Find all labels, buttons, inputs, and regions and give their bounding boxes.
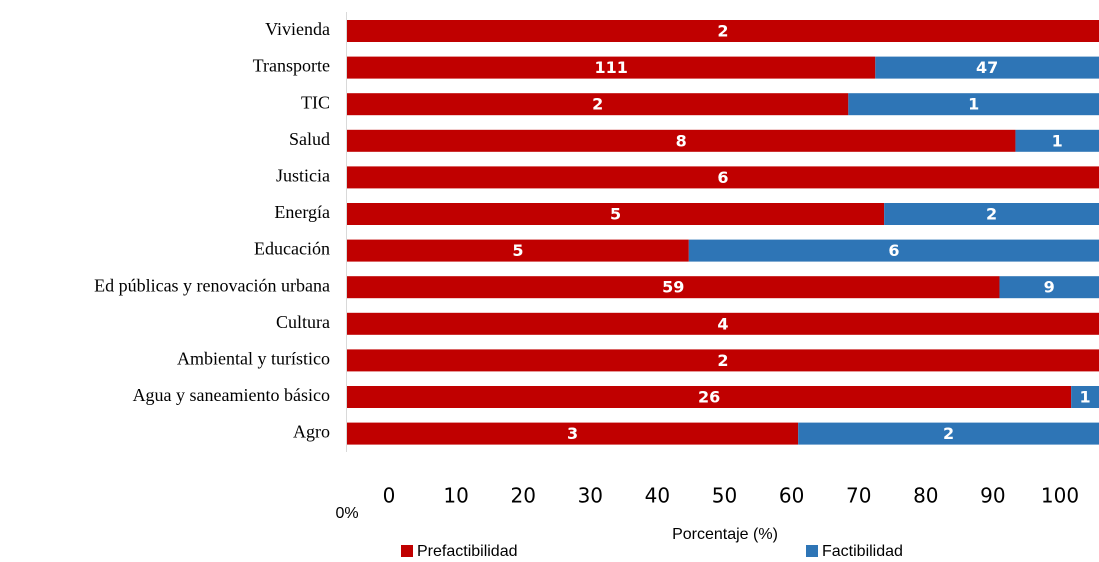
bar-segment xyxy=(875,56,1099,79)
legend-swatch xyxy=(806,545,818,557)
bar-segment xyxy=(347,422,799,445)
bar-segment xyxy=(347,203,885,225)
x-tick-label: 10 xyxy=(443,484,468,508)
bar-segment xyxy=(347,20,1099,42)
category-label: Vivienda xyxy=(265,19,330,39)
data-label: 1 xyxy=(968,95,979,114)
category-label: Justicia xyxy=(276,166,330,186)
bar-segment xyxy=(347,56,876,79)
legend-label: Prefactibilidad xyxy=(417,543,518,560)
x-tick-label: 100 xyxy=(1041,484,1079,508)
bar-segment xyxy=(347,166,1099,189)
data-label: 5 xyxy=(610,205,621,224)
bar-segment xyxy=(884,203,1099,225)
data-label: 6 xyxy=(888,241,899,260)
category-label: Cultura xyxy=(276,312,330,332)
bar-segment xyxy=(347,312,1099,335)
data-label: 5 xyxy=(512,241,523,260)
data-label: 2 xyxy=(943,424,954,443)
bar-segment xyxy=(347,93,849,116)
x-tick-label: 0 xyxy=(383,484,396,508)
category-label: Ambiental y turístico xyxy=(177,349,330,369)
category-label: Energía xyxy=(274,202,330,222)
x-tick-label: 90 xyxy=(980,484,1005,508)
bar-segment xyxy=(347,239,689,262)
data-label: 1 xyxy=(1052,131,1063,150)
bar-segment xyxy=(347,386,1072,408)
data-label: 3 xyxy=(567,424,578,443)
legend-label: Factibilidad xyxy=(822,543,903,560)
category-label: Educación xyxy=(254,239,330,259)
data-label: 2 xyxy=(717,351,728,370)
bar-segment xyxy=(347,349,1099,372)
x-tick-label: 50 xyxy=(712,484,737,508)
data-label: 4 xyxy=(717,314,728,333)
bar-segment xyxy=(1071,386,1099,408)
data-label: 2 xyxy=(986,205,997,224)
x-tick-label: 60 xyxy=(779,484,804,508)
bar-segment xyxy=(688,239,1099,262)
category-label: Salud xyxy=(289,129,330,149)
data-label: 2 xyxy=(717,22,728,41)
category-label: Ed públicas y renovación urbana xyxy=(94,275,330,295)
x-tick-label: 30 xyxy=(578,484,603,508)
data-label: 59 xyxy=(662,278,684,297)
category-label: Transporte xyxy=(253,56,330,76)
bar-segment xyxy=(848,93,1099,116)
data-label: 6 xyxy=(717,168,728,187)
legend-swatch xyxy=(401,545,413,557)
category-label: TIC xyxy=(301,92,330,112)
bar-segment xyxy=(347,129,1016,152)
bar-segment xyxy=(1015,129,1099,152)
data-label: 8 xyxy=(676,131,687,150)
data-label: 2 xyxy=(592,95,603,114)
x-tick-label: 0% xyxy=(335,505,358,522)
category-label: Agro xyxy=(293,422,330,442)
x-tick-label: 80 xyxy=(913,484,938,508)
x-axis-title: Porcentaje (%) xyxy=(672,526,778,543)
data-label: 1 xyxy=(1080,388,1091,407)
x-tick-label: 70 xyxy=(846,484,871,508)
x-tick-label: 40 xyxy=(645,484,670,508)
data-label: 47 xyxy=(976,58,998,77)
data-label: 111 xyxy=(594,58,627,77)
x-tick-label: 20 xyxy=(510,484,535,508)
data-label: 26 xyxy=(698,388,720,407)
category-label: Agua y saneamiento básico xyxy=(133,385,330,405)
bar-segment xyxy=(798,422,1099,445)
bar-segment xyxy=(347,276,1000,299)
bar-segment xyxy=(999,276,1099,299)
data-label: 9 xyxy=(1044,278,1055,297)
